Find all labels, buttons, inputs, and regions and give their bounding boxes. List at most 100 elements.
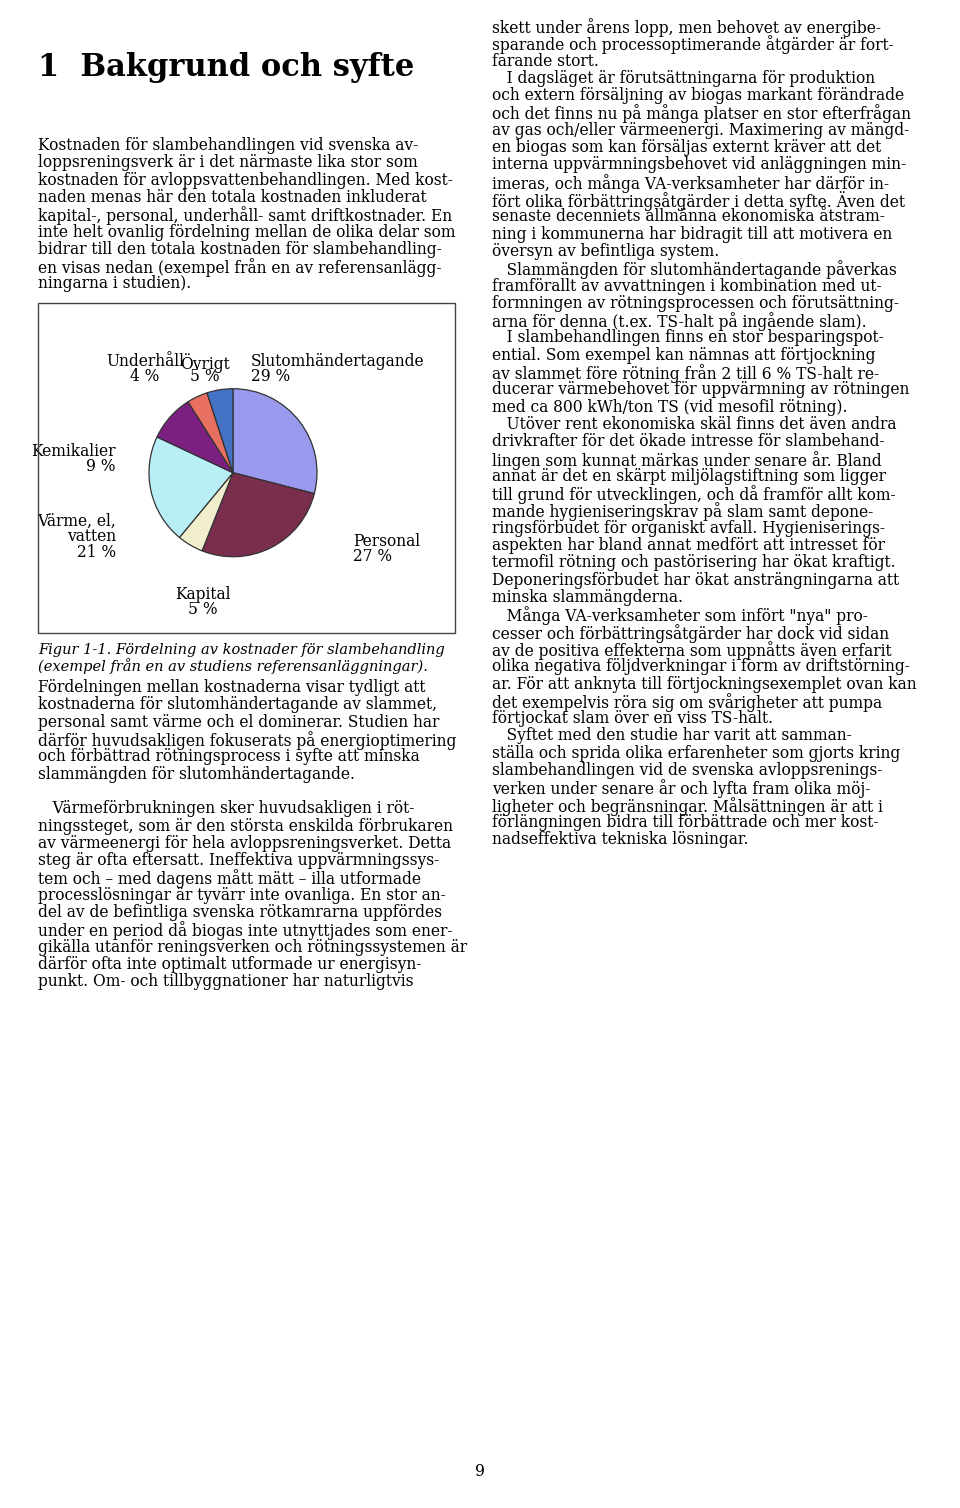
- Text: verken under senare år och lyfta fram olika möj-: verken under senare år och lyfta fram ol…: [492, 780, 871, 798]
- Text: slambehandlingen vid de svenska avloppsrenings-: slambehandlingen vid de svenska avloppsr…: [492, 762, 882, 780]
- Text: annat är det en skärpt miljölagstiftning som ligger: annat är det en skärpt miljölagstiftning…: [492, 467, 886, 486]
- Text: processlösningar är tyvärr inte ovanliga. En stor an-: processlösningar är tyvärr inte ovanliga…: [38, 887, 445, 903]
- Text: 9: 9: [475, 1463, 485, 1479]
- Text: inte helt ovanlig fördelning mellan de olika delar som: inte helt ovanlig fördelning mellan de o…: [38, 223, 455, 240]
- Text: vatten: vatten: [67, 528, 116, 546]
- Text: 5 %: 5 %: [190, 368, 220, 386]
- Text: naden menas här den totala kostnaden inkluderat: naden menas här den totala kostnaden ink…: [38, 188, 426, 207]
- Text: förlängningen bidra till förbättrade och mer kost-: förlängningen bidra till förbättrade och…: [492, 814, 878, 831]
- Text: med ca 800 kWh/ton TS (vid mesofil rötning).: med ca 800 kWh/ton TS (vid mesofil rötni…: [492, 398, 848, 416]
- Text: arna för denna (t.ex. TS-halt på ingående slam).: arna för denna (t.ex. TS-halt på ingåend…: [492, 312, 867, 332]
- Text: fört olika förbättringsåtgärder i detta syfte. Även det: fört olika förbättringsåtgärder i detta …: [492, 192, 905, 211]
- Text: 27 %: 27 %: [353, 549, 392, 566]
- Text: en biogas som kan försäljas externt kräver att det: en biogas som kan försäljas externt kräv…: [492, 139, 881, 157]
- Text: ställa och sprida olika erfarenheter som gjorts kring: ställa och sprida olika erfarenheter som…: [492, 745, 900, 762]
- Text: sparande och processoptimerande åtgärder är fort-: sparande och processoptimerande åtgärder…: [492, 35, 894, 54]
- Text: framförallt av avvattningen i kombination med ut-: framförallt av avvattningen i kombinatio…: [492, 277, 881, 294]
- Wedge shape: [149, 437, 233, 537]
- Text: därför ofta inte optimalt utformade ur energisyn-: därför ofta inte optimalt utformade ur e…: [38, 956, 421, 973]
- Text: del av de befintliga svenska rötkamrarna uppfördes: del av de befintliga svenska rötkamrarna…: [38, 905, 442, 921]
- Text: av de positiva effekterna som uppnåtts även erfarit: av de positiva effekterna som uppnåtts ä…: [492, 641, 892, 661]
- Text: 29 %: 29 %: [251, 368, 290, 386]
- Wedge shape: [157, 401, 233, 472]
- Text: skett under årens lopp, men behovet av energibe-: skett under årens lopp, men behovet av e…: [492, 18, 881, 36]
- Text: 5 %: 5 %: [188, 602, 218, 618]
- Text: ningarna i studien).: ningarna i studien).: [38, 276, 191, 293]
- Text: ential. Som exempel kan nämnas att förtjockning: ential. Som exempel kan nämnas att förtj…: [492, 347, 876, 363]
- Text: och extern försäljning av biogas markant förändrade: och extern försäljning av biogas markant…: [492, 87, 904, 104]
- Text: 21 %: 21 %: [77, 544, 116, 561]
- Text: Övrigt: Övrigt: [180, 353, 229, 372]
- Text: farande stort.: farande stort.: [492, 53, 599, 69]
- Text: cesser och förbättringsåtgärder har dock vid sidan: cesser och förbättringsåtgärder har dock…: [492, 624, 889, 642]
- Text: Personal: Personal: [353, 532, 420, 550]
- Text: senaste decenniets allmänna ekonomiska åtstram-: senaste decenniets allmänna ekonomiska å…: [492, 208, 885, 225]
- Text: till grund för utvecklingen, och då framför allt kom-: till grund för utvecklingen, och då fram…: [492, 486, 896, 504]
- Text: ar. För att anknyta till förtjockningsexemplet ovan kan: ar. För att anknyta till förtjockningsex…: [492, 676, 917, 692]
- Text: gikälla utanför reningsverken och rötningssystemen är: gikälla utanför reningsverken och rötnin…: [38, 939, 468, 956]
- Text: Slutomhändertagande: Slutomhändertagande: [251, 353, 424, 369]
- Text: lingen som kunnat märkas under senare år. Bland: lingen som kunnat märkas under senare år…: [492, 451, 881, 469]
- Bar: [38, 303, 455, 633]
- Text: och det finns nu på många platser en stor efterfrågan: och det finns nu på många platser en sto…: [492, 104, 911, 124]
- Text: kostnaden för avloppsvattenbehandlingen. Med kost-: kostnaden för avloppsvattenbehandlingen.…: [38, 172, 453, 188]
- Text: ligheter och begränsningar. Målsättningen är att i: ligheter och begränsningar. Målsättninge…: [492, 796, 883, 816]
- Text: aspekten har bland annat medfört att intresset för: aspekten har bland annat medfört att int…: [492, 537, 885, 553]
- Text: imeras, och många VA-verksamheter har därför in-: imeras, och många VA-verksamheter har dä…: [492, 173, 889, 193]
- Text: Utöver rent ekonomiska skäl finns det även andra: Utöver rent ekonomiska skäl finns det äv…: [492, 416, 897, 433]
- Text: ning i kommunerna har bidragit till att motivera en: ning i kommunerna har bidragit till att …: [492, 226, 892, 243]
- Text: interna uppvärmningsbehovet vid anläggningen min-: interna uppvärmningsbehovet vid anläggni…: [492, 157, 906, 173]
- Wedge shape: [233, 389, 317, 493]
- Text: drivkrafter för det ökade intresse för slambehand-: drivkrafter för det ökade intresse för s…: [492, 433, 884, 451]
- Text: Underhåll: Underhåll: [106, 353, 184, 369]
- Text: översyn av befintliga system.: översyn av befintliga system.: [492, 243, 719, 259]
- Text: det exempelvis röra sig om svårigheter att pumpa: det exempelvis röra sig om svårigheter a…: [492, 692, 882, 712]
- Text: kostnaderna för slutomhändertagande av slammet,: kostnaderna för slutomhändertagande av s…: [38, 697, 437, 713]
- Text: steg är ofta eftersatt. Ineffektiva uppvärmningssys-: steg är ofta eftersatt. Ineffektiva uppv…: [38, 852, 440, 869]
- Text: ringsförbudet för organiskt avfall. Hygieniserings-: ringsförbudet för organiskt avfall. Hygi…: [492, 520, 885, 537]
- Text: 1  Bakgrund och syfte: 1 Bakgrund och syfte: [38, 51, 415, 83]
- Text: Syftet med den studie har varit att samman-: Syftet med den studie har varit att samm…: [492, 727, 852, 745]
- Text: förtjockat slam över en viss TS-halt.: förtjockat slam över en viss TS-halt.: [492, 710, 773, 727]
- Text: minska slammängderna.: minska slammängderna.: [492, 590, 683, 606]
- Text: Figur 1-1. Fördelning av kostnader för slambehandling: Figur 1-1. Fördelning av kostnader för s…: [38, 642, 444, 657]
- Text: (exempel från en av studiens referensanläggningar).: (exempel från en av studiens referensanl…: [38, 657, 428, 674]
- Text: Kapital: Kapital: [176, 585, 230, 603]
- Text: termofil rötning och pastörisering har ökat kraftigt.: termofil rötning och pastörisering har ö…: [492, 555, 896, 572]
- Text: 4 %: 4 %: [131, 368, 159, 386]
- Text: och förbättrad rötningsprocess i syfte att minska: och förbättrad rötningsprocess i syfte a…: [38, 748, 420, 766]
- Text: Många VA-verksamheter som infört "nya" pro-: Många VA-verksamheter som infört "nya" p…: [492, 606, 868, 626]
- Text: en visas nedan (exempel från en av referensanlägg-: en visas nedan (exempel från en av refer…: [38, 258, 442, 277]
- Text: därför huvudsakligen fokuserats på energioptimering: därför huvudsakligen fokuserats på energ…: [38, 731, 456, 749]
- Wedge shape: [207, 389, 233, 472]
- Text: Deponeringsförbudet har ökat ansträngningarna att: Deponeringsförbudet har ökat ansträngnin…: [492, 572, 900, 588]
- Text: ducerar värmebehovet för uppvärmning av rötningen: ducerar värmebehovet för uppvärmning av …: [492, 382, 909, 398]
- Text: av värmeenergi för hela avloppsreningsverket. Detta: av värmeenergi för hela avloppsreningsve…: [38, 835, 451, 852]
- Text: ningssteget, som är den största enskilda förbrukaren: ningssteget, som är den största enskilda…: [38, 817, 453, 834]
- Text: 9 %: 9 %: [86, 458, 116, 475]
- Wedge shape: [188, 394, 233, 472]
- Text: formningen av rötningsprocessen och förutsättning-: formningen av rötningsprocessen och föru…: [492, 296, 899, 312]
- Text: nadseffektiva tekniska lösningar.: nadseffektiva tekniska lösningar.: [492, 831, 749, 849]
- Text: I dagsläget är förutsättningarna för produktion: I dagsläget är förutsättningarna för pro…: [492, 69, 876, 87]
- Text: av gas och/eller värmeenergi. Maximering av mängd-: av gas och/eller värmeenergi. Maximering…: [492, 122, 909, 139]
- Text: Kemikalier: Kemikalier: [32, 443, 116, 460]
- Wedge shape: [180, 472, 233, 550]
- Text: under en period då biogas inte utnyttjades som ener-: under en period då biogas inte utnyttjad…: [38, 921, 452, 941]
- Wedge shape: [202, 472, 314, 556]
- Text: punkt. Om- och tillbyggnationer har naturligtvis: punkt. Om- och tillbyggnationer har natu…: [38, 973, 414, 991]
- Text: av slammet före rötning från 2 till 6 % TS-halt re-: av slammet före rötning från 2 till 6 % …: [492, 363, 879, 383]
- Text: personal samt värme och el dominerar. Studien har: personal samt värme och el dominerar. St…: [38, 713, 440, 731]
- Text: Fördelningen mellan kostnaderna visar tydligt att: Fördelningen mellan kostnaderna visar ty…: [38, 679, 425, 697]
- Text: slammängden för slutomhändertagande.: slammängden för slutomhändertagande.: [38, 766, 355, 783]
- Text: olika negativa följdverkningar i form av driftstörning-: olika negativa följdverkningar i form av…: [492, 659, 910, 676]
- Text: Kostnaden för slambehandlingen vid svenska av-: Kostnaden för slambehandlingen vid svens…: [38, 137, 419, 154]
- Text: Värme, el,: Värme, el,: [37, 513, 116, 529]
- Text: I slambehandlingen finns en stor besparingspot-: I slambehandlingen finns en stor bespari…: [492, 329, 884, 347]
- Text: mande hygieniseringskrav på slam samt depone-: mande hygieniseringskrav på slam samt de…: [492, 502, 874, 522]
- Text: loppsreningsverk är i det närmaste lika stor som: loppsreningsverk är i det närmaste lika …: [38, 154, 418, 172]
- Text: Värmeförbrukningen sker huvudsakligen i röt-: Värmeförbrukningen sker huvudsakligen i …: [38, 801, 415, 817]
- Text: kapital-, personal, underhåll- samt driftkostnader. En: kapital-, personal, underhåll- samt drif…: [38, 207, 452, 225]
- Text: Slammängden för slutomhändertagande påverkas: Slammängden för slutomhändertagande påve…: [492, 261, 897, 279]
- Text: tem och – med dagens mått mätt – illa utformade: tem och – med dagens mått mätt – illa ut…: [38, 870, 421, 888]
